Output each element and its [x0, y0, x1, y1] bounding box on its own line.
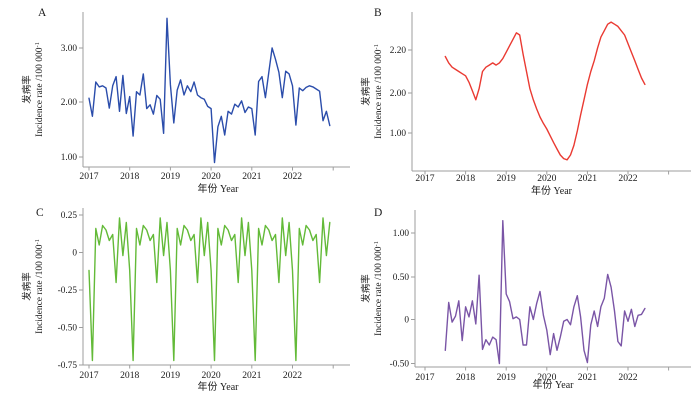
y-tick-label: 2.00 — [61, 98, 78, 108]
panel-c-seasonal: 2017 2018 2019 2020 2021 2022 0.25 0 -0.25 -0.50 -… — [0, 200, 350, 401]
x-tick-label: 2018 — [456, 372, 475, 383]
x-axis-title: 年份 Year — [198, 380, 240, 393]
x-axis-title: 年份 Year — [198, 182, 240, 195]
y-axis-title-en: Incidence rate /100 000-1 — [373, 241, 384, 336]
observed-series — [88, 17, 331, 164]
x-tick-label: 2019 — [497, 372, 516, 383]
y-tick-label: 2.20 — [390, 46, 407, 56]
y-axis-title-cn: 发病率 — [360, 274, 372, 303]
residual-series — [444, 220, 646, 365]
x-tick-label: 2017 — [79, 370, 98, 381]
y-tick-label: -0.50 — [58, 324, 78, 334]
y-axis-title-en: Incidence rate /100 000-1 — [34, 42, 45, 137]
x-tick-label: 2017 — [415, 173, 434, 184]
y-tick-label: -0.50 — [390, 360, 410, 370]
panel-d-residual: 2017 2018 2019 2020 2021 2022 1.00 0.50 0 -0.50 D 年… — [350, 200, 700, 401]
y-tick-label: 0 — [404, 316, 409, 326]
x-tick-label: 2018 — [120, 171, 139, 182]
x-tick-label: 2018 — [456, 173, 475, 184]
panel-a-observed-chart: 2017 2018 2019 2020 2021 2022 3.00 2.00 1.00 A 年份 … — [21, 7, 350, 195]
panel-b-trend-chart: 2017 2018 2019 2020 2021 2022 2.20 2.00 1.00 B 年份 … — [360, 7, 691, 197]
x-tick-label: 2017 — [415, 372, 434, 383]
x-tick-label: 2022 — [283, 171, 302, 182]
x-tick-label: 2020 — [537, 173, 556, 184]
y-tick-label: 2.00 — [390, 89, 407, 99]
panel-a-observed: 2017 2018 2019 2020 2021 2022 3.00 2.00 1.00 A 年份 … — [0, 0, 350, 201]
x-tick-label: 2021 — [242, 370, 261, 381]
y-tick-label: 1.00 — [61, 153, 78, 163]
x-tick-label: 2019 — [161, 171, 180, 182]
x-tick-label: 2017 — [79, 171, 98, 182]
y-axis-title-cn: 发病率 — [21, 272, 33, 301]
x-axis-title: 年份 Year — [531, 184, 573, 197]
y-tick-label: 1.00 — [390, 129, 407, 139]
y-tick-label: 0.50 — [393, 273, 410, 283]
y-tick-label: 3.00 — [61, 44, 78, 54]
x-axis-title: 年份 Year — [533, 378, 575, 391]
x-tick-label: 2022 — [618, 173, 637, 184]
panel-b-trend: 2017 2018 2019 2020 2021 2022 2.20 2.00 1.00 B 年份 … — [350, 0, 700, 201]
x-tick-label: 2019 — [497, 173, 516, 184]
x-tick-label: 2022 — [618, 372, 637, 383]
panel-letter: D — [374, 207, 382, 219]
x-tick-label: 2019 — [161, 370, 180, 381]
y-axis-title-cn: 发病率 — [360, 77, 372, 106]
y-tick-label: 0.25 — [61, 211, 78, 221]
y-axis-title-en: Incidence rate /100 000-1 — [34, 239, 45, 334]
x-tick-label: 2021 — [578, 372, 597, 383]
y-tick-label: -0.25 — [58, 286, 78, 296]
panel-letter: B — [374, 7, 382, 19]
x-tick-label: 2022 — [283, 370, 302, 381]
x-tick-label: 2021 — [242, 171, 261, 182]
panel-letter: C — [36, 207, 44, 219]
panel-letter: A — [38, 7, 47, 19]
x-tick-label: 2018 — [120, 370, 139, 381]
y-axis-title-en: Incidence rate /100 000-1 — [373, 44, 384, 139]
x-tick-label: 2021 — [578, 173, 597, 184]
panel-d-residual-chart: 2017 2018 2019 2020 2021 2022 1.00 0.50 0 -0.50 D 年… — [360, 207, 691, 391]
y-tick-label: 1.00 — [393, 229, 410, 239]
panel-c-seasonal-chart: 2017 2018 2019 2020 2021 2022 0.25 0 -0.25 -0.50 -… — [21, 207, 350, 393]
x-tick-label: 2020 — [537, 372, 556, 383]
y-axis-title-cn: 发病率 — [21, 75, 33, 104]
y-tick-label: -0.75 — [58, 361, 78, 371]
seasonal-series — [88, 217, 331, 362]
x-tick-label: 2020 — [202, 370, 221, 381]
trend-series — [444, 21, 646, 161]
y-tick-label: 0 — [72, 249, 77, 259]
x-tick-label: 2020 — [202, 171, 221, 182]
